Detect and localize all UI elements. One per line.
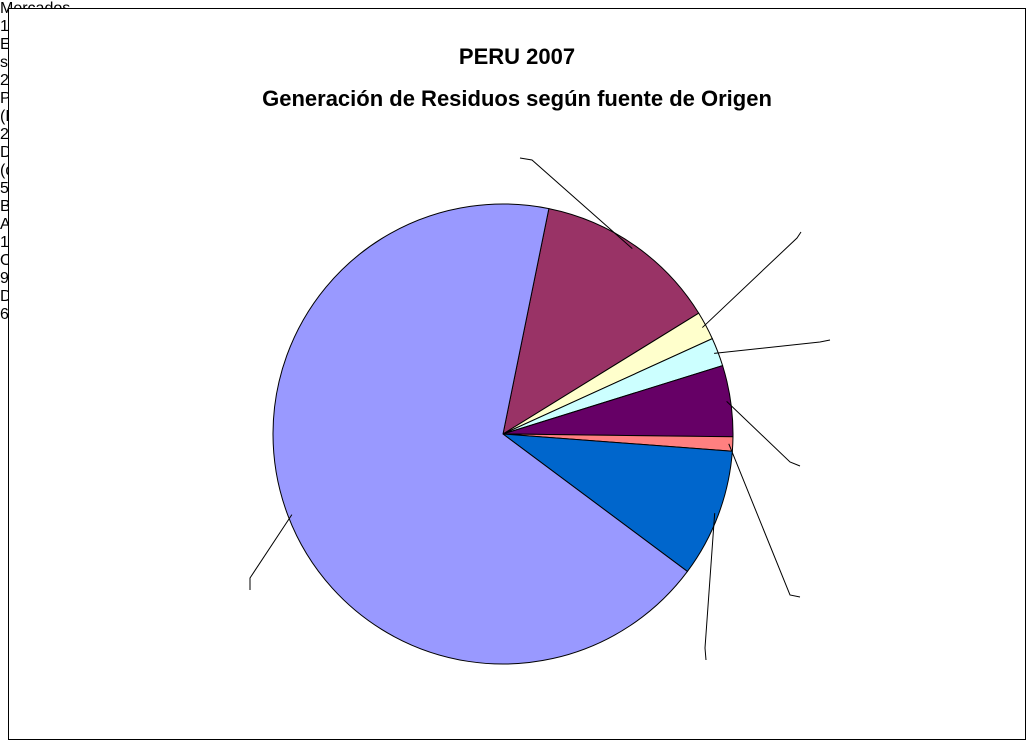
chart-title: PERU 2007: [458, 44, 576, 69]
pie-slice: [272, 203, 689, 665]
pie-slice: [501, 433, 733, 573]
chart-subtitle: Generación de Residuos según fuente de O…: [262, 86, 772, 111]
leader-line: [519, 157, 633, 250]
leader-line: [249, 514, 293, 590]
pie-slice: [502, 208, 700, 436]
leader-line: [704, 513, 716, 661]
leader-line: [702, 231, 802, 328]
leader-line: [728, 443, 801, 598]
leader-line: [714, 339, 831, 354]
leader-line: [726, 401, 801, 467]
